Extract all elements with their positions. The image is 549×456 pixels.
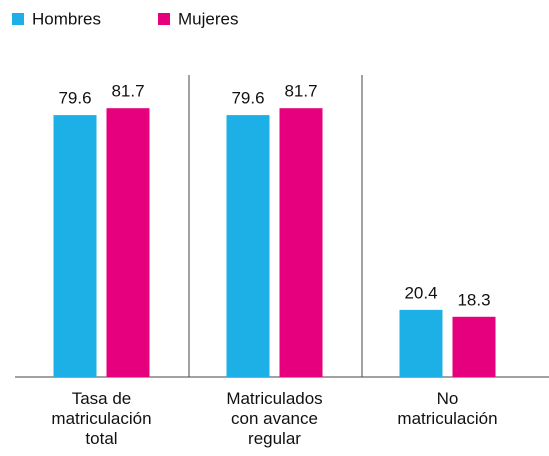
legend-label: Mujeres [178, 9, 238, 28]
legend-swatch [158, 13, 170, 25]
value-label: 79.6 [58, 89, 91, 108]
value-label: 79.6 [231, 89, 264, 108]
value-label: 81.7 [284, 82, 317, 101]
legend-swatch [12, 13, 24, 25]
value-label: 20.4 [404, 283, 437, 302]
x-tick-label: Matriculados con avance regular [226, 389, 322, 448]
bar [226, 115, 270, 377]
bar [399, 309, 443, 377]
bar [53, 115, 97, 377]
bar [106, 108, 150, 377]
x-tick-label: No matriculación [397, 389, 497, 428]
value-label: 81.7 [111, 82, 144, 101]
x-tick-label: Tasa de matriculación total [51, 389, 151, 448]
bar [452, 316, 496, 377]
legend-label: Hombres [32, 9, 101, 28]
value-label: 18.3 [457, 290, 490, 309]
bar [279, 108, 323, 377]
